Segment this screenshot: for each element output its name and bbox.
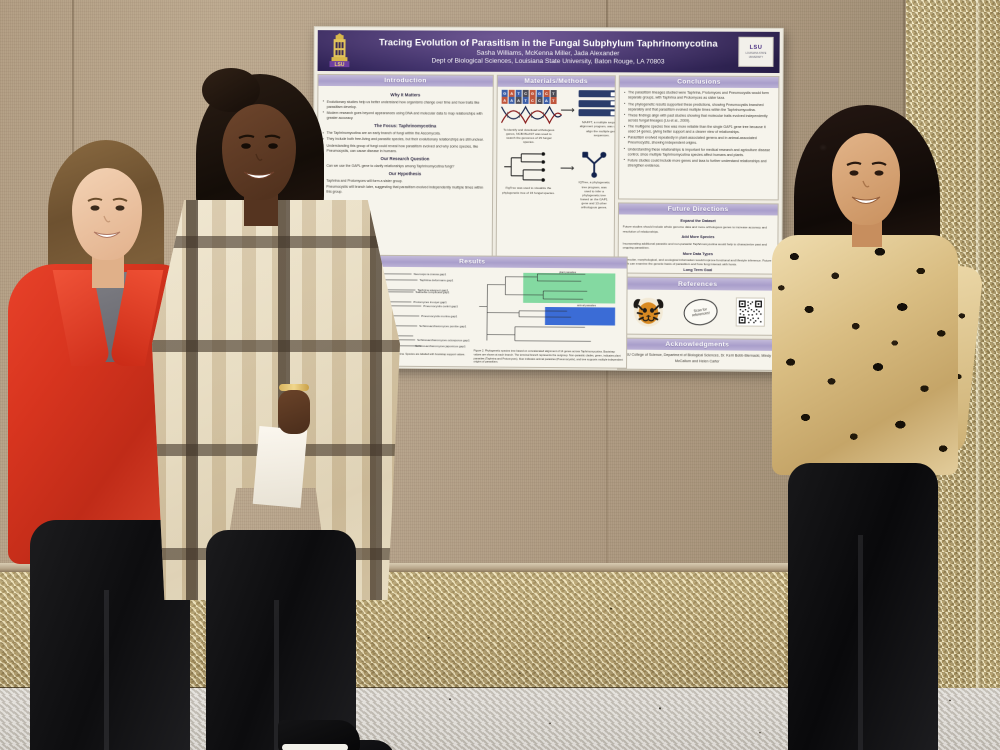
svg-text:Pneumocystis carinii gap1: Pneumocystis carinii gap1 <box>423 305 458 309</box>
svg-text:Taphrina wiesneri gap1: Taphrina wiesneri gap1 <box>417 289 448 293</box>
phylogenetic-tree-icon <box>504 152 545 183</box>
method-step-4: IQTree, a phylogenetic tree program, was… <box>578 151 610 210</box>
facial-features <box>846 161 887 204</box>
black-trousers <box>206 530 356 750</box>
poster-title: Tracing Evolution of Parasitism in the F… <box>378 37 718 49</box>
svg-text:Schizosaccharomyces pombe gap1: Schizosaccharomyces pombe gap1 <box>419 325 466 329</box>
svg-text:Schizosaccharomyces octosporus: Schizosaccharomyces octosporus gap1 <box>417 339 470 343</box>
leopard-print-blouse <box>772 235 958 475</box>
svg-text:Taphrina deformans gap1: Taphrina deformans gap1 <box>419 279 453 283</box>
facial-features <box>87 197 128 238</box>
person-student-right <box>770 105 984 750</box>
lsu-logo-icon: LSU LOUISIANA STATE UNIVERSITY <box>738 36 774 67</box>
gold-bracelet <box>279 384 309 391</box>
conclusions-bullets: The parasitism lineages studied were Tap… <box>623 91 774 169</box>
poster-column-right: Conclusions The parasitism lineages stud… <box>616 75 780 371</box>
arrow-icon: ⟶ <box>560 105 575 117</box>
alignment-bars-icon <box>578 90 615 117</box>
poster-affiliation: Dept of Biological Sciences, Louisiana S… <box>431 57 665 66</box>
bullet: The multigene species tree was more reli… <box>623 124 774 135</box>
results-figure-2: plant parasites animal parasites Figure … <box>473 270 624 366</box>
sneaker <box>278 720 360 750</box>
lsu-memorial-tower-icon: LSU <box>330 33 351 68</box>
method-step-3: FigTree was used to visualize the phylog… <box>501 150 556 195</box>
black-trousers <box>788 463 938 750</box>
species-tree-icon: plant parasites animal parasites <box>479 270 615 342</box>
face <box>832 133 900 225</box>
svg-text:Protomyces inouyei gap1: Protomyces inouyei gap1 <box>413 301 447 305</box>
poster-body: Introduction Why It Matters Evolutionary… <box>316 73 780 371</box>
poster-authors: Sasha Williams, McKenna Miller, Jada Ale… <box>476 49 620 58</box>
wall-trim <box>0 563 912 572</box>
svg-text:LSU: LSU <box>334 62 344 68</box>
method-step-2: MAFFT, a multiple sequence alignment pro… <box>578 90 615 138</box>
iqtree-icon <box>582 152 606 179</box>
section-references: References <box>617 276 779 336</box>
facial-features <box>238 134 281 179</box>
svg-text:animal parasites: animal parasites <box>577 304 597 308</box>
arrow-icon: ⟶ <box>560 163 575 175</box>
scan-for-references-bubble: Scan for references! <box>682 296 720 328</box>
method-caption-1: To identify and download orthologous gen… <box>503 127 555 145</box>
research-poster[interactable]: LSU Tracing Evolution of Parasitism in t… <box>311 26 784 372</box>
materials-methods-heading: Materials/Methods <box>497 75 615 88</box>
bullet: The parasitism lineages studied were Tap… <box>624 91 775 102</box>
fd-subhead: Long Term Goal <box>683 268 713 273</box>
future-directions-heading: Future Directions <box>618 203 778 216</box>
svg-text:Saitoella complicata gap1: Saitoella complicata gap1 <box>415 291 449 295</box>
bullet: Future studies could include more genes … <box>623 158 774 169</box>
trouser-seam <box>274 600 279 750</box>
section-results: Results Neurospora crassa gap1 Taphrina … <box>316 254 628 369</box>
lsu-tiger-mascot-icon <box>632 298 664 328</box>
bubble-text: Scan for references! <box>692 306 711 318</box>
method-caption-4: IQTree, a phylogenetic tree program, was… <box>578 180 610 210</box>
trouser-seam <box>104 590 109 750</box>
bullet: Understanding these relationships is imp… <box>623 147 774 158</box>
svg-text:Schizosaccharomyces japonicus: Schizosaccharomyces japonicus gap1 <box>415 345 466 349</box>
qr-code-icon[interactable] <box>735 297 766 328</box>
method-caption-3: FigTree was used to visualize the phylog… <box>502 186 555 195</box>
conclusions-body: The parasitism lineages studied were Tap… <box>619 88 778 199</box>
lsu-logo-subtext: LOUISIANA STATE UNIVERSITY <box>745 52 767 59</box>
conclusions-heading: Conclusions <box>619 76 779 89</box>
bullet: The phylogenetic results supported these… <box>623 102 774 113</box>
svg-text:Neurospora crassa gap1: Neurospora crassa gap1 <box>414 273 447 277</box>
method-caption-2: MAFFT, a multiple sequence alignment pro… <box>579 120 615 137</box>
svg-text:plant parasites: plant parasites <box>559 271 577 275</box>
granite-column-edge <box>976 0 982 700</box>
hand <box>278 390 310 434</box>
results-body: Neurospora crassa gap1 Taphrina deforman… <box>318 267 627 369</box>
section-acknowledgments: Acknowledgments LSU College of Science, … <box>616 337 778 371</box>
lsu-logo-text: LSU <box>749 45 763 52</box>
bullet: Parasitism evolved repeatedly in plant-a… <box>623 136 774 147</box>
bullet: These findings align with past studies s… <box>623 113 774 124</box>
future-directions-body: Expand the Dataset Future studies should… <box>618 214 777 274</box>
section-future-directions: Future Directions Expand the Dataset Fut… <box>617 201 779 275</box>
section-conclusions: Conclusions The parasitism lineages stud… <box>617 75 780 200</box>
trouser-seam <box>858 535 863 750</box>
face <box>222 104 296 200</box>
fd-text: Incorporating additional parasitic and n… <box>622 241 767 250</box>
fd-text: Future studies should include whole geno… <box>622 224 767 234</box>
acknowledgments-text: LSU College of Science, Department of Bi… <box>623 353 772 364</box>
person-student-middle <box>150 60 420 750</box>
fd-text: Molecular, morphological, and ecological… <box>622 257 772 267</box>
results-caption-2: Figure 2. Phylogenetic species tree base… <box>473 349 623 364</box>
references-body: Scan for references! <box>618 289 777 335</box>
dna-helix-icon <box>501 105 562 125</box>
face <box>72 168 142 260</box>
svg-text:Pneumocystis murina gap1: Pneumocystis murina gap1 <box>421 315 457 319</box>
poster-header: LSU Tracing Evolution of Parasitism in t… <box>317 30 780 74</box>
paper-handout <box>252 426 308 508</box>
